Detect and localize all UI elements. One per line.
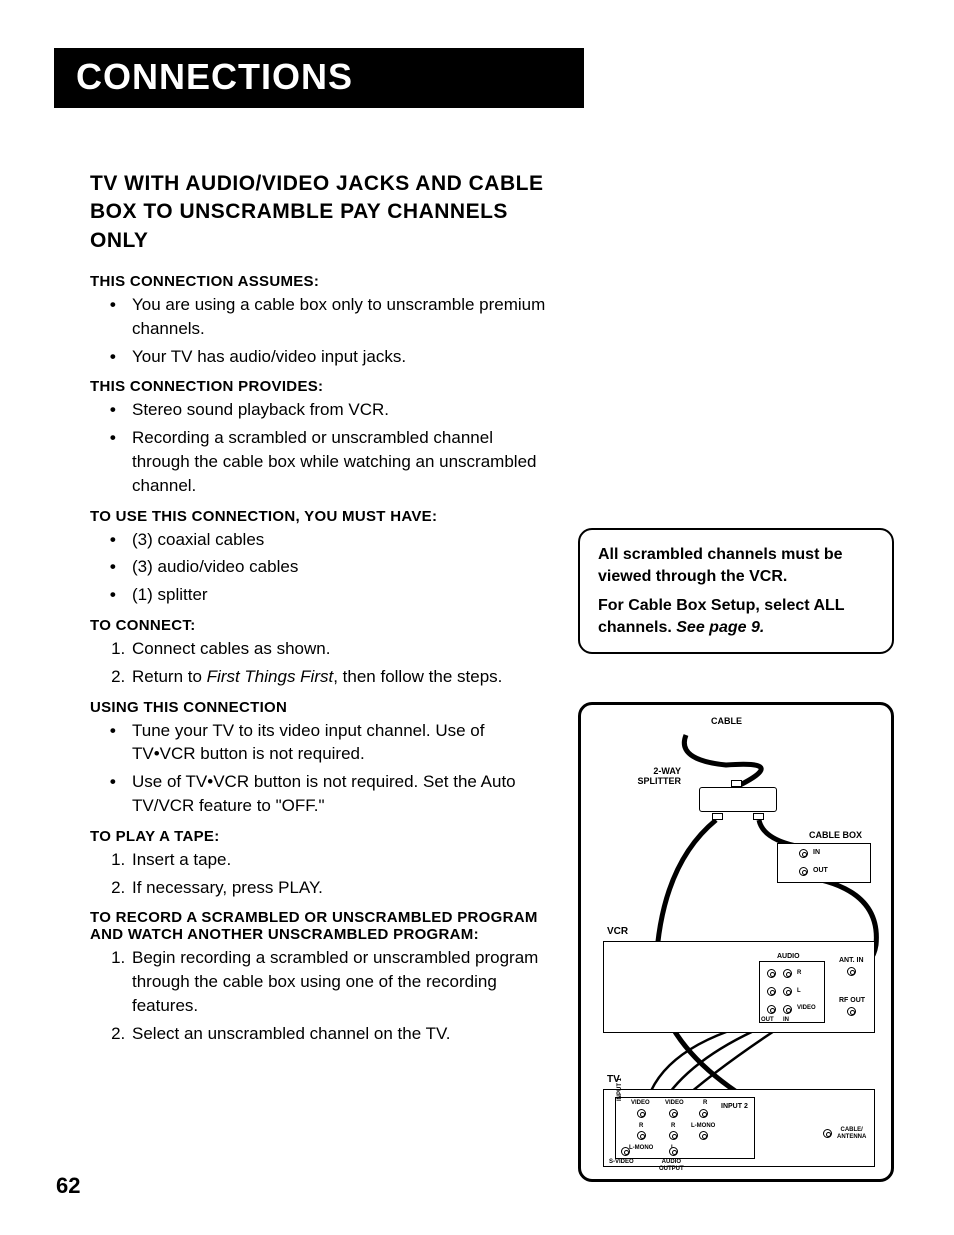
diagram-label-video: VIDEO [631, 1100, 650, 1106]
musthave-list: (3) coaxial cables (3) audio/video cable… [90, 528, 552, 607]
playtape-list: Insert a tape. If necessary, press PLAY. [90, 848, 552, 900]
left-column: TV with Audio/Video Jacks and Cable Box … [60, 170, 552, 1182]
list-item: Use of TV•VCR button is not required. Se… [130, 770, 552, 818]
list-item: You are using a cable box only to unscra… [130, 293, 552, 341]
playtape-heading: To Play a Tape: [90, 828, 552, 845]
record-heading: To Record a Scrambled or Unscrambled Pro… [90, 909, 552, 943]
list-item: Insert a tape. [130, 848, 552, 872]
coax-jack [753, 813, 764, 820]
diagram-label-antin: ANT. IN [839, 957, 864, 964]
diagram-label-r: R [797, 970, 801, 976]
connection-diagram: CABLE 2-WAY SPLITTER [578, 702, 894, 1182]
connect-list: Connect cables as shown. Return to First… [90, 637, 552, 689]
diagram-label-vcr: VCR [607, 927, 628, 938]
list-item: Select an unscrambled channel on the TV. [130, 1022, 552, 1046]
record-list: Begin recording a scrambled or unscrambl… [90, 946, 552, 1045]
using-list: Tune your TV to its video input channel.… [90, 719, 552, 818]
list-item: (3) coaxial cables [130, 528, 552, 552]
diagram-label-cable: CABLE [711, 717, 742, 726]
diagram-label-in: IN [813, 849, 820, 856]
list-item: If necessary, press PLAY. [130, 876, 552, 900]
list-item: (3) audio/video cables [130, 555, 552, 579]
diagram-label-video: VIDEO [797, 1005, 816, 1011]
connect-heading: To Connect: [90, 617, 552, 634]
coax-jack [712, 813, 723, 820]
list-item: Begin recording a scrambled or unscrambl… [130, 946, 552, 1017]
list-item: Tune your TV to its video input channel.… [130, 719, 552, 767]
coax-jack [731, 780, 742, 787]
diagram-label-input2: INPUT 2 [721, 1103, 748, 1110]
content-columns: TV with Audio/Video Jacks and Cable Box … [60, 170, 894, 1182]
using-heading: Using this Connection [90, 699, 552, 716]
list-item: Return to First Things First, then follo… [130, 665, 552, 689]
banner-title: Connections [76, 56, 562, 98]
list-item: Your TV has audio/video input jacks. [130, 345, 552, 369]
diagram-label-splitter: 2-WAY SPLITTER [633, 767, 681, 786]
assumes-heading: This connection assumes: [90, 273, 552, 290]
assumes-list: You are using a cable box only to unscra… [90, 293, 552, 368]
callout-line: All scrambled channels must be viewed th… [598, 544, 874, 587]
diagram-label-cablebox: CABLE BOX [809, 831, 862, 840]
diagram-label-out: OUT [761, 1017, 774, 1023]
page-number: 62 [56, 1173, 80, 1199]
diagram-label-rfout: RF OUT [839, 997, 865, 1004]
splitter-device [699, 787, 777, 812]
musthave-heading: To use this connection, you must have: [90, 508, 552, 525]
diagram-label-out: OUT [813, 867, 828, 874]
diagram-label-audio: AUDIO [777, 953, 800, 960]
provides-list: Stereo sound playback from VCR. Recordin… [90, 398, 552, 497]
list-item: Recording a scrambled or unscrambled cha… [130, 426, 552, 497]
provides-heading: This connection provides: [90, 378, 552, 395]
section-title: TV with Audio/Video Jacks and Cable Box … [90, 170, 552, 255]
diagram-label-r: R [703, 1100, 707, 1106]
diagram-label-svideo: S-VIDEO [609, 1159, 634, 1165]
diagram-label-audio-output: AUDIO OUTPUT [659, 1159, 684, 1172]
right-column: All scrambled channels must be viewed th… [578, 170, 894, 1182]
page-banner: Connections [54, 48, 584, 108]
diagram-label-video: VIDEO [665, 1100, 684, 1106]
callout-box: All scrambled channels must be viewed th… [578, 528, 894, 654]
list-item: Connect cables as shown. [130, 637, 552, 661]
list-item: Stereo sound playback from VCR. [130, 398, 552, 422]
diagram-label-lmono: L-MONO [629, 1145, 653, 1151]
diagram-label-r: R [639, 1123, 643, 1129]
diagram-label-input1: INPUT 1 [617, 1078, 623, 1101]
list-item: (1) splitter [130, 583, 552, 607]
diagram-label-in: IN [783, 1017, 789, 1023]
diagram-label-r: R [671, 1123, 675, 1129]
diagram-label-cable-antenna: CABLE/ ANTENNA [837, 1127, 866, 1140]
callout-line: For Cable Box Setup, select ALL channels… [598, 595, 874, 638]
diagram-label-l: L [797, 988, 801, 994]
diagram-label-lmono: L-MONO [691, 1123, 715, 1129]
vcr-device [603, 941, 875, 1033]
cablebox-device [777, 843, 871, 883]
